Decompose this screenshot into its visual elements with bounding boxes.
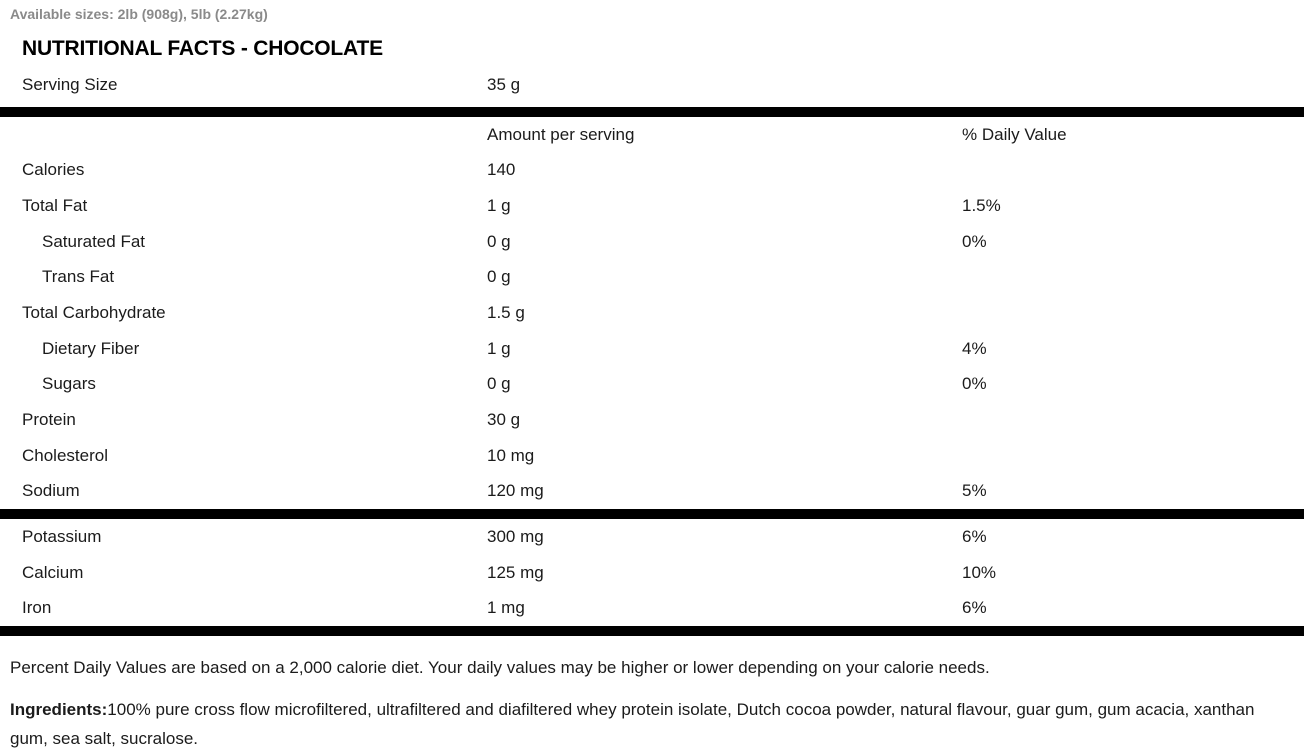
nutrient-row-total-carbohydrate: Total Carbohydrate 1.5 g (0, 295, 1304, 331)
column-header-row: Amount per serving % Daily Value (0, 117, 1304, 153)
nutrient-label: Sugars (42, 374, 96, 394)
nutrient-label: Calcium (22, 562, 84, 582)
nutrient-row-trans-fat: Trans Fat 0 g (0, 259, 1304, 295)
serving-size-row: Serving Size 35 g (0, 67, 1304, 103)
nutrient-label: Trans Fat (42, 267, 115, 287)
nutrient-amount: 300 mg (487, 527, 544, 547)
nutrient-row-sodium: Sodium 120 mg 5% (0, 474, 1304, 510)
nutrient-row-total-fat: Total Fat 1 g 1.5% (0, 188, 1304, 224)
nutrient-dv: 0% (962, 231, 987, 251)
separator-bar (0, 509, 1304, 520)
nutrient-dv: 0% (962, 374, 987, 394)
nutrient-label: Protein (22, 410, 76, 430)
nutrient-row-iron: Iron 1 mg 6% (0, 591, 1304, 627)
nutrient-label: Calories (22, 160, 85, 180)
nutrient-label: Potassium (22, 527, 102, 547)
ingredients-label: Ingredients: (10, 700, 108, 720)
nutrient-amount: 0 g (487, 374, 511, 394)
nutrient-dv: 4% (962, 338, 987, 358)
nutrient-amount: 0 g (487, 231, 511, 251)
nutrient-amount: 140 (487, 160, 516, 180)
ingredients-text: 100% pure cross flow microfiltered, ultr… (10, 700, 1255, 749)
nutrient-amount: 1 g (487, 338, 511, 358)
nutrient-label: Iron (22, 598, 52, 618)
nutrient-dv: 6% (962, 598, 987, 618)
daily-value-note: Percent Daily Values are based on a 2,00… (10, 658, 990, 678)
nutrient-label: Total Fat (22, 195, 88, 215)
nutrition-table-title: NUTRITIONAL FACTS - CHOCOLATE (22, 37, 383, 60)
nutrient-label: Dietary Fiber (42, 338, 140, 358)
nutrient-row-cholesterol: Cholesterol 10 mg (0, 438, 1304, 474)
nutrient-label: Cholesterol (22, 445, 108, 465)
nutrient-amount: 1.5 g (487, 302, 525, 322)
nutrient-dv: 1.5% (962, 195, 1001, 215)
nutrient-dv: 5% (962, 481, 987, 501)
nutrient-amount: 10 mg (487, 445, 535, 465)
nutrient-label: Saturated Fat (42, 231, 146, 251)
separator-bar (0, 106, 1304, 117)
column-header-amount: Amount per serving (487, 124, 635, 144)
nutrient-amount: 0 g (487, 267, 511, 287)
serving-size-label: Serving Size (22, 74, 118, 94)
nutrient-row-saturated-fat: Saturated Fat 0 g 0% (0, 224, 1304, 260)
available-sizes-note: Available sizes: 2lb (908g), 5lb (2.27kg… (10, 6, 268, 22)
nutrient-dv: 10% (962, 562, 997, 582)
nutrient-row-protein: Protein 30 g (0, 402, 1304, 438)
nutrient-row-dietary-fiber: Dietary Fiber 1 g 4% (0, 331, 1304, 367)
nutrient-amount: 120 mg (487, 481, 544, 501)
nutrient-amount: 125 mg (487, 562, 544, 582)
nutrient-amount: 30 g (487, 410, 521, 430)
serving-size-value: 35 g (487, 74, 521, 94)
separator-bar (0, 626, 1304, 637)
nutrient-row-sugars: Sugars 0 g 0% (0, 367, 1304, 403)
ingredients: Ingredients:100% pure cross flow microfi… (10, 695, 1272, 752)
column-header-daily-value: % Daily Value (962, 124, 1067, 144)
nutrient-label: Total Carbohydrate (22, 302, 166, 322)
nutrient-row-calcium: Calcium 125 mg 10% (0, 555, 1304, 591)
nutrition-facts-table: NUTRITIONAL FACTS - CHOCOLATE Serving Si… (0, 36, 1304, 637)
nutrient-row-calories: Calories 140 (0, 152, 1304, 188)
nutrient-row-potassium: Potassium 300 mg 6% (0, 519, 1304, 555)
nutrient-amount: 1 mg (487, 598, 525, 618)
nutrient-label: Sodium (22, 481, 80, 501)
nutrient-dv: 6% (962, 527, 987, 547)
nutrient-amount: 1 g (487, 195, 511, 215)
